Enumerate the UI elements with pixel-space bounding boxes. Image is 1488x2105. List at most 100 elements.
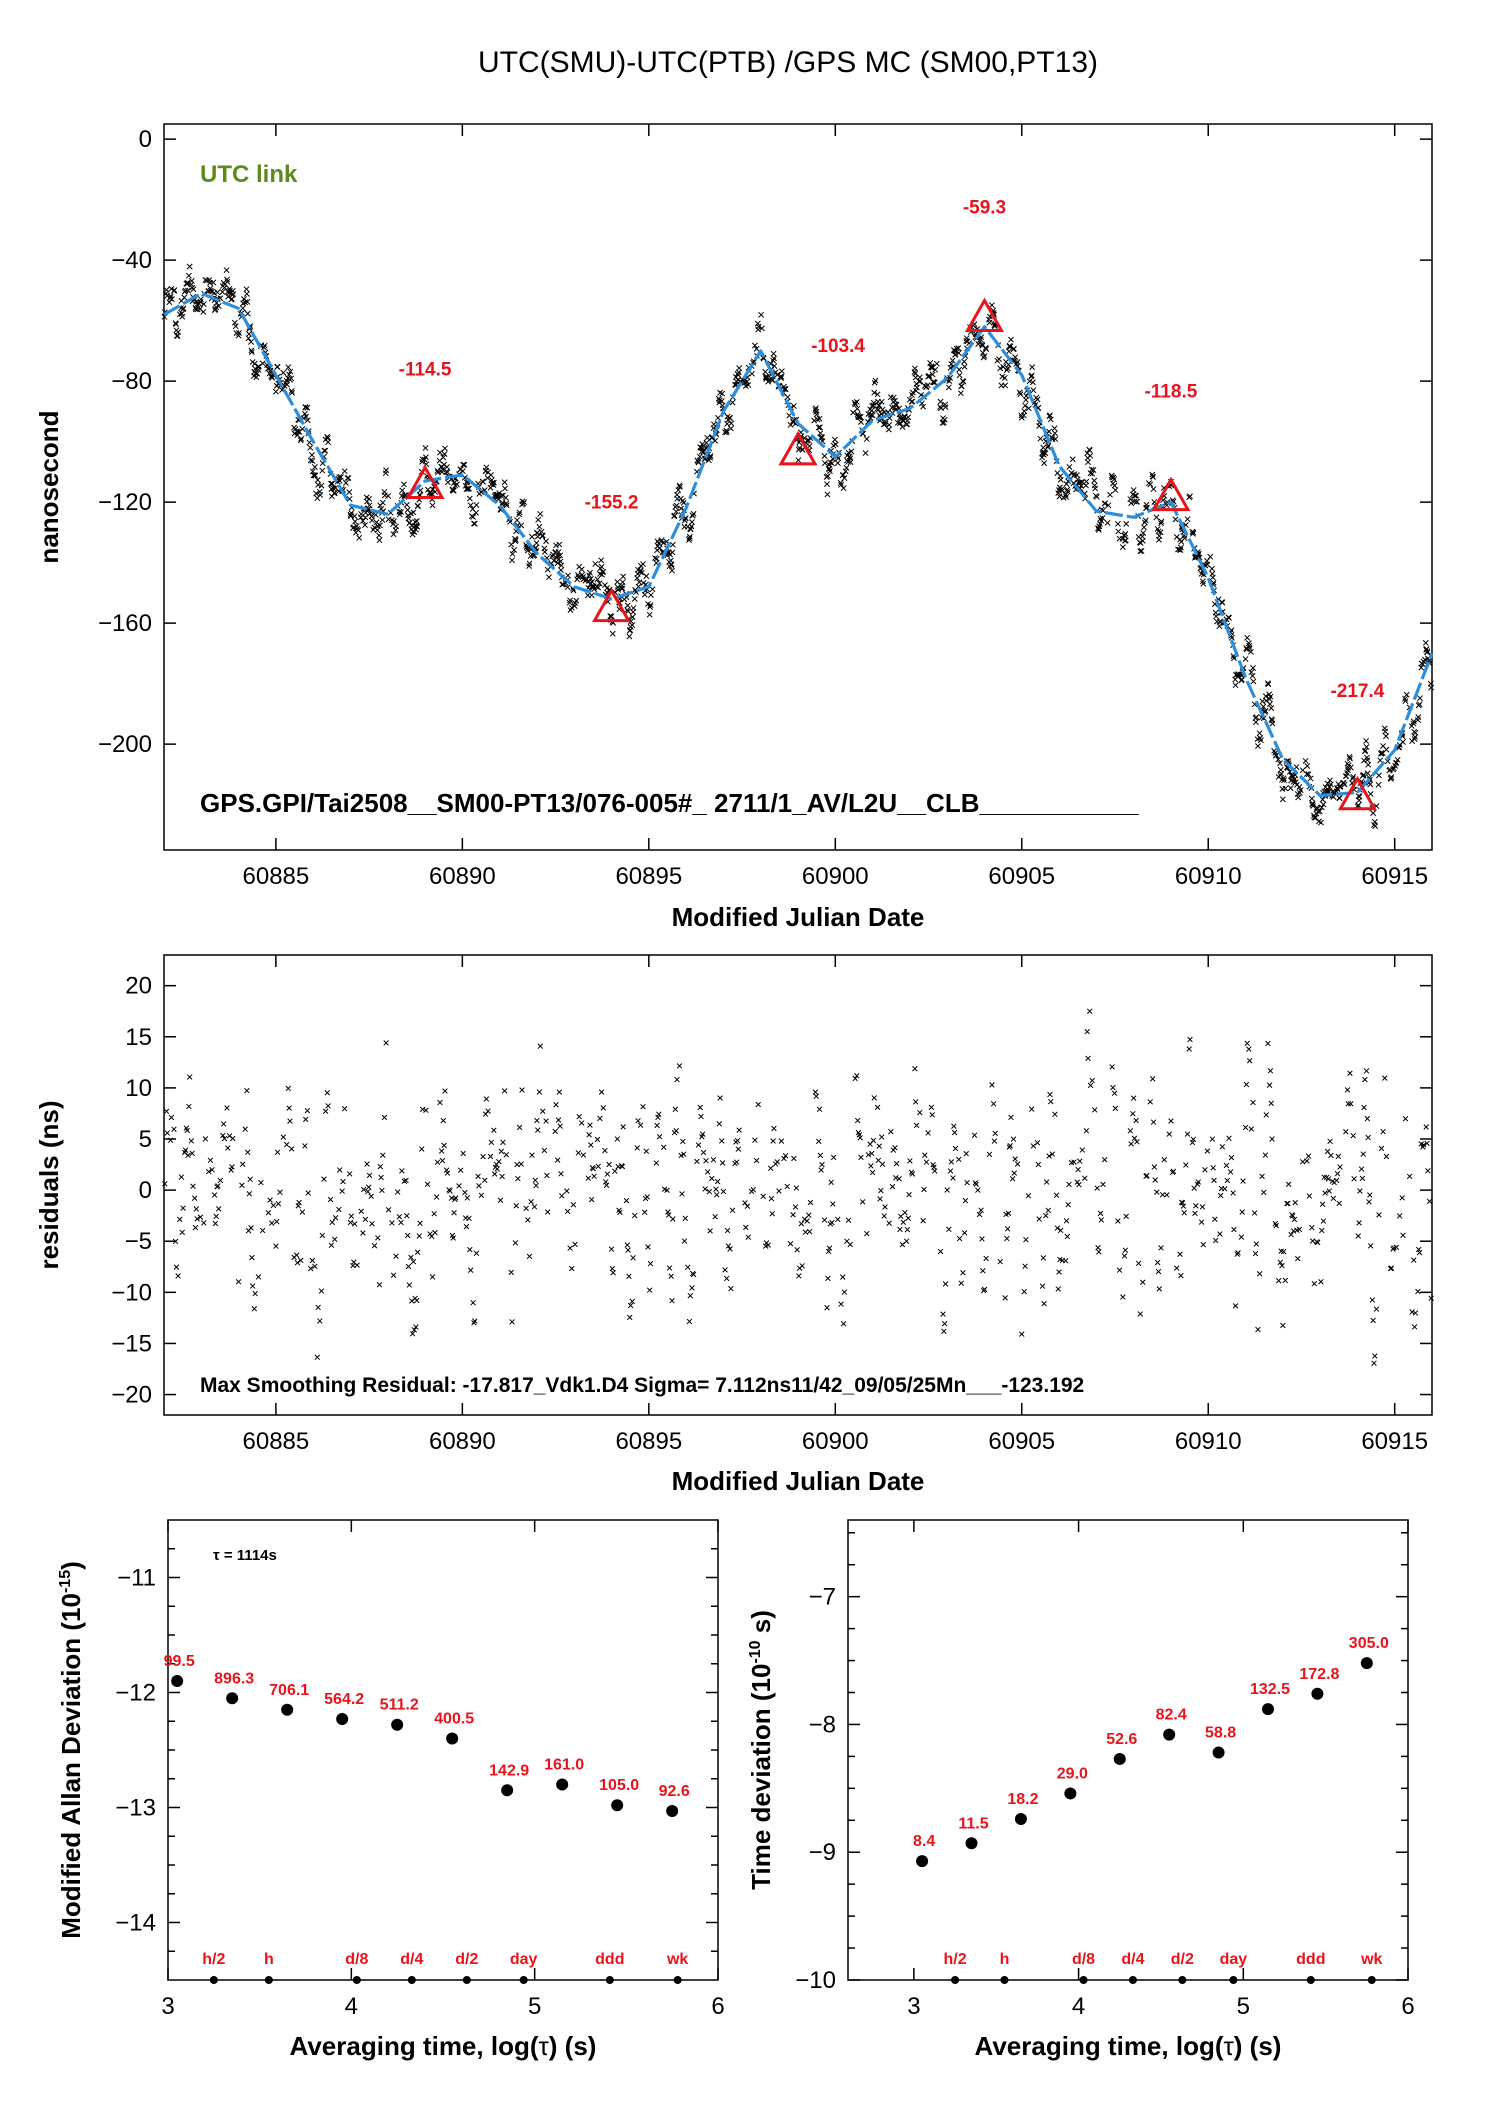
data-point — [236, 330, 242, 336]
residual-point — [817, 1152, 824, 1159]
data-point — [671, 512, 678, 519]
data-point — [1062, 491, 1069, 498]
residual-point — [896, 1175, 902, 1182]
data-point — [200, 308, 207, 315]
data-point — [712, 437, 719, 444]
residual-point — [912, 1099, 919, 1105]
residual-point — [1052, 1111, 1058, 1118]
residual-point — [1131, 1135, 1138, 1142]
y-tick-label: 5 — [139, 1126, 152, 1153]
data-point — [1207, 553, 1214, 560]
residual-point — [470, 1299, 476, 1306]
data-point — [1252, 719, 1259, 726]
residual-point — [189, 1150, 195, 1157]
residual-point — [1292, 1199, 1299, 1206]
residual-point — [1411, 1257, 1417, 1263]
data-point — [369, 517, 375, 524]
data-point — [299, 425, 306, 432]
residual-point — [213, 1213, 219, 1220]
data-point — [314, 477, 321, 483]
data-point — [1158, 518, 1165, 525]
residual-point — [570, 1201, 577, 1208]
residual-point — [1328, 1152, 1334, 1159]
residual-point — [403, 1177, 409, 1184]
data-point — [1022, 402, 1029, 409]
data-point — [840, 485, 847, 492]
residual-point — [378, 1174, 384, 1181]
data-point — [619, 579, 626, 586]
residual-point — [656, 1133, 663, 1140]
residual-point — [515, 1175, 521, 1182]
data-point — [287, 368, 294, 375]
data-point — [383, 467, 390, 474]
residual-point — [1049, 1151, 1056, 1157]
residual-point — [1043, 1179, 1050, 1185]
residual-point — [1109, 1064, 1115, 1070]
residual-point — [328, 1242, 335, 1248]
data-point — [843, 464, 850, 471]
residual-point — [981, 1286, 988, 1293]
residual-point — [1336, 1200, 1342, 1207]
residual-point — [294, 1260, 301, 1266]
residual-point — [239, 1182, 245, 1189]
data-point — [1005, 361, 1012, 368]
residual-point — [1034, 1140, 1041, 1146]
residual-point — [499, 1173, 505, 1180]
residual-point — [979, 1236, 985, 1242]
residual-point — [197, 1214, 204, 1220]
residual-point — [572, 1241, 578, 1248]
data-point — [173, 321, 179, 328]
data-point — [1296, 784, 1303, 790]
residual-point — [670, 1216, 676, 1222]
data-point — [703, 439, 710, 446]
residual-point — [418, 1146, 425, 1152]
residual-point — [487, 1153, 494, 1160]
residual-point — [602, 1147, 608, 1154]
data-point — [244, 298, 251, 305]
data-point — [1265, 681, 1272, 688]
residual-point — [1155, 1268, 1162, 1275]
residual-point — [467, 1246, 473, 1253]
data-point — [470, 514, 477, 520]
residual-point — [1190, 1136, 1197, 1143]
y-tick-label: −10 — [111, 1279, 152, 1306]
data-point — [444, 469, 451, 476]
data-point — [210, 279, 217, 286]
data-point — [259, 360, 266, 367]
residual-point — [297, 1257, 304, 1264]
data-point — [454, 481, 460, 488]
residual-point — [722, 1267, 728, 1273]
data-point — [838, 481, 845, 488]
data-point — [1213, 613, 1220, 620]
residual-point — [496, 1158, 502, 1165]
data-point — [858, 419, 864, 426]
residual-point — [1273, 1222, 1279, 1229]
data-point — [184, 279, 191, 286]
data-point — [1249, 672, 1256, 679]
data-point — [905, 414, 912, 421]
residual-point — [1041, 1300, 1047, 1307]
residual-point — [1187, 1036, 1193, 1043]
data-point — [543, 538, 550, 545]
data-point — [1010, 345, 1017, 352]
residual-point — [1268, 1100, 1274, 1107]
data-point — [1114, 520, 1121, 527]
data-point — [647, 592, 654, 599]
residual-point — [248, 1225, 254, 1231]
residual-point — [1178, 1272, 1184, 1279]
residual-point — [1330, 1195, 1337, 1202]
data-point — [601, 582, 608, 589]
residual-point — [1062, 1258, 1069, 1264]
daily-triangle-marker — [591, 587, 632, 623]
residual-point — [319, 1232, 326, 1239]
residual-point — [220, 1121, 227, 1127]
residual-point — [964, 1179, 970, 1186]
residual-point — [1217, 1231, 1223, 1237]
residual-point — [525, 1217, 531, 1223]
time-marker-dot — [1079, 1976, 1088, 1984]
residual-point — [1370, 1317, 1376, 1324]
data-point — [437, 449, 443, 456]
residual-point — [497, 1197, 504, 1204]
data-point — [1034, 396, 1041, 403]
data-point — [304, 404, 311, 411]
